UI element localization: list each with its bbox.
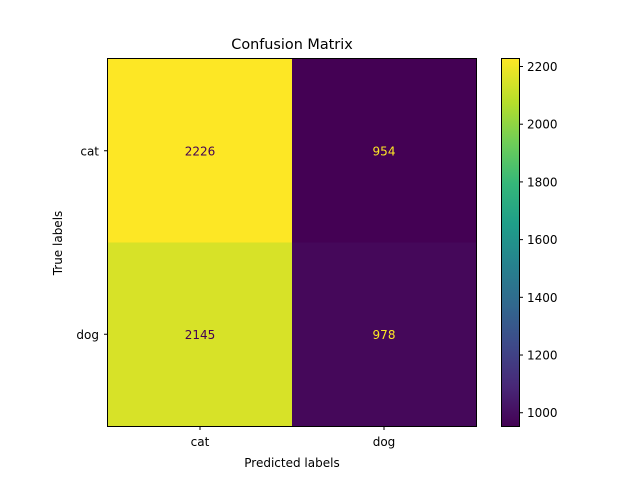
colorbar-tick-label: 1000 bbox=[527, 406, 558, 420]
cell-value-label: 2145 bbox=[185, 328, 216, 342]
heatmap-cell bbox=[108, 59, 293, 243]
colorbar-tick-label: 1400 bbox=[527, 291, 558, 305]
x-tick-label: dog bbox=[373, 435, 396, 449]
y-axis-label: True labels bbox=[51, 211, 65, 277]
colorbar-tick-label: 2000 bbox=[527, 118, 558, 132]
heatmap-cell bbox=[292, 242, 477, 427]
colorbar-tick-label: 1800 bbox=[527, 175, 558, 189]
x-tick-label: cat bbox=[191, 435, 210, 449]
y-tick-label: dog bbox=[76, 328, 99, 342]
colorbar-tick-label: 1600 bbox=[527, 233, 558, 247]
y-axis-ticks: cat dog bbox=[76, 144, 108, 342]
plot-frame bbox=[107, 58, 477, 427]
colorbar-tick-label: 1200 bbox=[527, 349, 558, 363]
cell-value-label: 978 bbox=[373, 328, 396, 342]
chart-title: Confusion Matrix bbox=[231, 37, 353, 53]
colorbar bbox=[501, 58, 520, 427]
colorbar-ticks: 1000 1200 1400 1600 1800 2000 2200 bbox=[519, 60, 558, 420]
heatmap-cell-labels: 2226 954 2145 978 bbox=[185, 144, 396, 342]
x-axis-ticks: cat dog bbox=[191, 426, 396, 449]
colorbar-tick-label: 2200 bbox=[527, 60, 558, 74]
heatmap-cell bbox=[292, 59, 477, 243]
heatmap-cells bbox=[108, 59, 477, 427]
x-axis-label: Predicted labels bbox=[244, 456, 339, 470]
cell-value-label: 954 bbox=[373, 144, 396, 158]
cell-value-label: 2226 bbox=[185, 144, 216, 158]
y-tick-label: cat bbox=[80, 144, 99, 158]
heatmap-cell bbox=[108, 242, 293, 427]
